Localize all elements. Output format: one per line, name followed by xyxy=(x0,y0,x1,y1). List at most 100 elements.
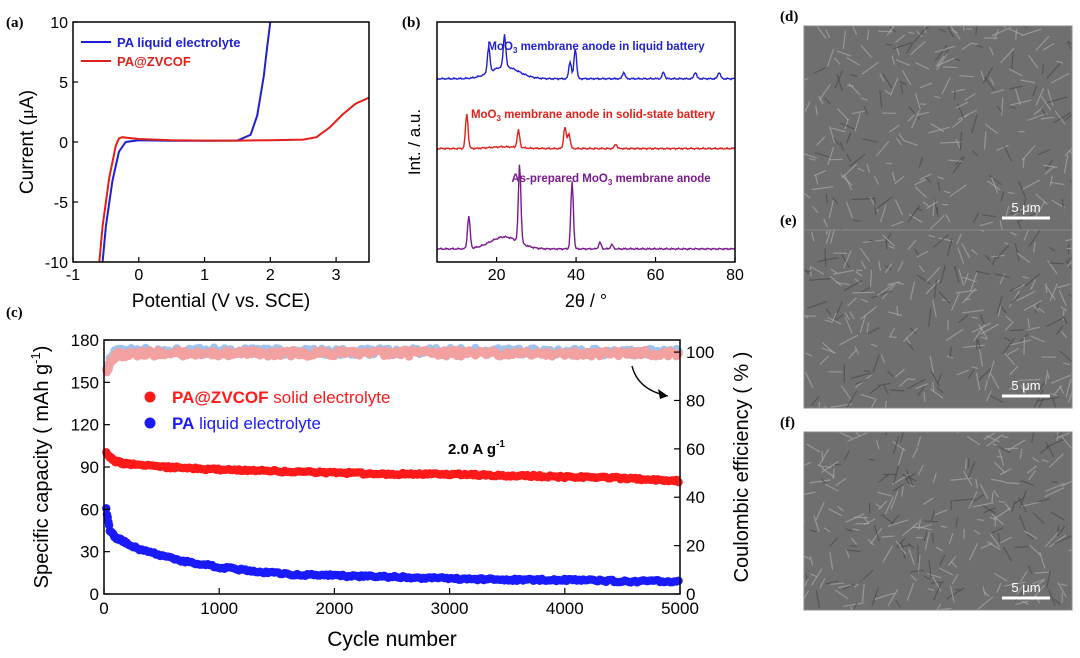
sem-texture xyxy=(982,504,997,514)
sem-texture xyxy=(902,327,919,343)
sem-texture xyxy=(984,379,988,391)
sem-texture xyxy=(905,43,913,54)
sem-texture xyxy=(1028,470,1036,481)
sem-texture xyxy=(834,57,841,65)
sem-texture xyxy=(823,218,828,228)
sem-texture xyxy=(889,77,899,96)
sem-texture xyxy=(810,573,818,578)
sem-texture xyxy=(895,540,907,555)
sem-texture xyxy=(857,167,865,172)
sem-texture xyxy=(1063,362,1070,366)
sem-texture xyxy=(996,456,1003,458)
sem-texture xyxy=(1014,546,1029,549)
sem-texture xyxy=(958,269,965,287)
sem-texture xyxy=(1065,238,1072,242)
sem-texture xyxy=(945,328,964,342)
sem-texture xyxy=(807,300,828,309)
sem-texture xyxy=(971,150,979,157)
sem-texture xyxy=(1021,600,1029,605)
sem-texture xyxy=(986,541,1001,551)
data-point-0 xyxy=(674,477,683,487)
sem-texture xyxy=(892,435,900,455)
sem-texture xyxy=(834,463,842,466)
sem-texture xyxy=(1057,283,1071,289)
sem-texture xyxy=(991,26,1012,37)
sem-texture xyxy=(952,498,975,502)
sem-texture xyxy=(946,355,954,359)
sem-texture xyxy=(972,432,974,433)
sem-texture xyxy=(1027,565,1033,575)
sem-texture xyxy=(991,513,1004,526)
sem-texture xyxy=(984,254,991,262)
sem-texture xyxy=(804,153,817,159)
sem-texture xyxy=(805,352,813,357)
sem-texture xyxy=(929,355,934,374)
sem-texture xyxy=(870,343,878,347)
sem-texture xyxy=(836,50,852,57)
sem-texture xyxy=(925,279,941,295)
sem-texture xyxy=(975,270,991,276)
sem-texture xyxy=(1000,191,1005,203)
sem-texture xyxy=(996,243,1011,259)
sem-texture xyxy=(948,533,954,544)
sem-texture xyxy=(909,281,916,300)
sem-texture xyxy=(889,26,895,33)
sem-texture xyxy=(937,373,942,385)
sem-texture xyxy=(1005,482,1020,485)
sem-texture xyxy=(1020,26,1028,29)
sem-texture xyxy=(1009,231,1017,236)
x-tick-label-c: 1000 xyxy=(200,599,238,618)
x-tick-label-c: 0 xyxy=(99,599,108,618)
x-tick-label-a: 1 xyxy=(200,267,209,284)
sem-texture xyxy=(941,77,951,95)
sem-texture xyxy=(888,26,897,33)
sem-texture xyxy=(1037,149,1050,156)
sem-texture xyxy=(1045,159,1054,170)
sem-texture xyxy=(916,436,922,447)
sem-texture xyxy=(989,394,1004,404)
sem-texture xyxy=(860,394,876,400)
sem-texture xyxy=(908,213,923,223)
sem-texture xyxy=(1023,230,1029,241)
sem-texture xyxy=(991,491,994,503)
sem-texture xyxy=(813,515,820,533)
sem-texture xyxy=(833,137,840,146)
sem-texture xyxy=(1008,290,1020,308)
sem-texture xyxy=(977,518,984,522)
sem-texture xyxy=(1061,198,1064,209)
sem-texture xyxy=(919,82,933,89)
sem-texture xyxy=(1004,502,1011,511)
sem-texture xyxy=(1037,381,1046,393)
sem-texture xyxy=(975,26,978,35)
scale-bar-label: 5 μm xyxy=(1011,580,1040,595)
sem-texture xyxy=(934,44,948,62)
sem-texture xyxy=(1022,157,1025,169)
sem-texture xyxy=(1055,324,1064,336)
sem-texture xyxy=(861,298,868,303)
sem-texture xyxy=(1054,535,1072,545)
panel-label-d: (d) xyxy=(780,9,798,25)
sem-texture xyxy=(915,383,929,390)
y-tick-label-left-c: 180 xyxy=(71,331,99,350)
sem-texture xyxy=(1044,487,1065,498)
sem-texture xyxy=(888,124,900,133)
sem-texture xyxy=(898,377,909,387)
sem-texture xyxy=(1023,273,1041,288)
sem-texture xyxy=(1009,210,1023,215)
sem-texture xyxy=(916,274,931,285)
sem-texture xyxy=(980,70,985,80)
sem-texture xyxy=(828,508,843,517)
sem-texture xyxy=(962,309,984,314)
sem-texture xyxy=(1042,164,1058,169)
sem-texture xyxy=(1032,457,1040,463)
sem-texture xyxy=(873,592,895,601)
sem-texture xyxy=(1019,448,1023,459)
sem-texture xyxy=(1032,512,1045,525)
sem-texture xyxy=(854,278,862,285)
sem-texture xyxy=(990,373,1000,389)
sem-texture xyxy=(842,250,852,269)
sem-texture xyxy=(1064,147,1072,157)
sem-texture xyxy=(898,133,905,141)
sem-texture xyxy=(830,268,838,274)
sem-texture xyxy=(1056,60,1064,64)
